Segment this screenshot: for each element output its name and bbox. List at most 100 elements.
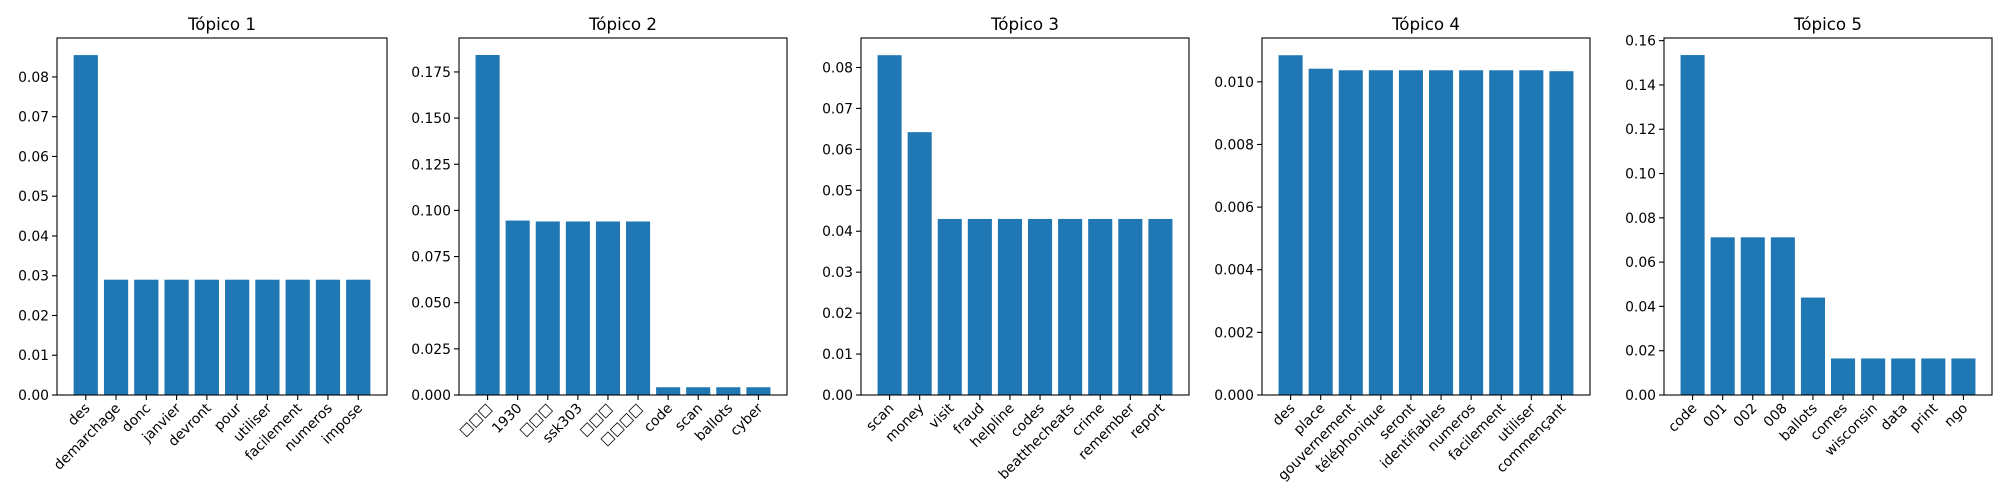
- bar-cyber: [746, 387, 771, 395]
- bar-des: [73, 55, 98, 396]
- x-tick-label: ngo: [1941, 401, 1971, 431]
- y-tick-label: 0.04: [822, 224, 853, 240]
- bar-devront: [194, 279, 219, 395]
- y-tick-label: 0.16: [1625, 34, 1656, 50]
- y-tick-label: 0.025: [411, 342, 451, 358]
- y-tick-label: 0.12: [1625, 122, 1656, 138]
- y-tick-label: 0.07: [822, 101, 853, 117]
- y-tick-label: 0.00: [18, 388, 49, 404]
- y-tick-label: 0.08: [822, 60, 853, 76]
- chart-title: Tópico 3: [990, 14, 1059, 34]
- bar-codes: [1028, 218, 1053, 395]
- axes-frame: [458, 37, 788, 396]
- bar-helpline: [997, 218, 1022, 395]
- bar-ballots: [716, 387, 741, 395]
- y-tick-label: 0.05: [822, 183, 853, 199]
- bar-commençant: [1549, 71, 1574, 395]
- y-tick-label: 0.000: [411, 388, 451, 404]
- bar-gouvernement: [1338, 70, 1363, 395]
- y-tick-label: 0.03: [822, 265, 853, 281]
- bar-facilement: [1489, 70, 1514, 395]
- bar-1930: [505, 220, 530, 395]
- x-tick-label: print: [1907, 400, 1942, 435]
- bar-crime: [1088, 218, 1113, 395]
- y-tick-label: 0.10: [1625, 167, 1656, 183]
- x-tick-label: cyber: [727, 400, 766, 439]
- bar-comes: [1831, 358, 1856, 395]
- y-tick-label: 0.100: [411, 203, 451, 219]
- x-tick-label: report: [1127, 400, 1169, 442]
- bar-remember: [1118, 218, 1143, 395]
- chart-panel-3: Tópico 3 0.00 0.01 0.02 0.03 0.04 0.05 0.06 0.07…: [822, 14, 1190, 483]
- y-tick-label: 0.008: [1214, 137, 1254, 153]
- y-tick-label: 0.06: [1625, 255, 1656, 271]
- bar-demarchage: [103, 279, 129, 395]
- bar-donc: [134, 279, 159, 395]
- bar-impose: [346, 279, 371, 395]
- y-tick-label: 0.08: [1625, 211, 1656, 227]
- axes-frame: [1261, 37, 1591, 396]
- bar-code: [1680, 55, 1705, 396]
- bar-□□□: [535, 221, 560, 395]
- bar-utiliser: [1519, 70, 1544, 395]
- chart-title: Tópico 2: [588, 14, 657, 34]
- bar-money: [907, 132, 932, 395]
- y-tick-label: 0.08: [18, 70, 49, 86]
- y-tick-label: 0.02: [18, 308, 49, 324]
- bar-001: [1710, 237, 1735, 395]
- y-tick-label: 0.04: [1625, 299, 1656, 315]
- bar-scan: [686, 387, 711, 395]
- bar-scan: [877, 55, 902, 395]
- bar-print: [1921, 358, 1946, 395]
- x-tick-label: 002: [1731, 401, 1761, 431]
- bar-fraud: [967, 218, 992, 395]
- bar-numeros: [1459, 70, 1484, 395]
- x-tick-label: code: [641, 401, 676, 436]
- bar-□□□: [475, 54, 500, 395]
- bar-code: [656, 387, 681, 395]
- axes-frame: [860, 37, 1190, 396]
- x-tick-label: data: [1878, 401, 1911, 434]
- y-tick-label: 0.006: [1214, 200, 1254, 216]
- y-tick-label: 0.03: [18, 269, 49, 285]
- chart-panel-5: Tópico 5 0.00 0.02 0.04 0.06 0.08 0.10 0.12 0.14…: [1625, 14, 1993, 459]
- bar-seront: [1398, 70, 1423, 395]
- bar-place: [1308, 68, 1333, 395]
- bar-identifiables: [1429, 70, 1454, 395]
- x-tick-label: code: [1665, 401, 1700, 436]
- bar-□□□□: [626, 221, 651, 395]
- bar-wisconsin: [1861, 358, 1886, 395]
- bar-pour: [225, 279, 250, 395]
- y-tick-label: 0.07: [18, 110, 49, 126]
- bar-visit: [937, 218, 962, 395]
- y-tick-label: 0.002: [1214, 325, 1254, 341]
- chart-title: Tópico 4: [1391, 14, 1460, 34]
- chart-title: Tópico 5: [1793, 14, 1862, 34]
- chart-panel-2: Tópico 2 0.000 0.025 0.050 0.075 0.100 0.125 0.…: [411, 14, 788, 449]
- bar-utiliser: [255, 279, 280, 395]
- y-tick-label: 0.01: [822, 347, 853, 363]
- bar-data: [1891, 358, 1916, 395]
- y-tick-label: 0.004: [1214, 263, 1254, 279]
- y-tick-label: 0.050: [411, 296, 451, 312]
- bar-002: [1740, 237, 1765, 395]
- bar-ngo: [1951, 358, 1976, 395]
- chart-panel-1: Tópico 1 0.00 0.01 0.02 0.03 0.04 0.05 0.06 0.07…: [18, 14, 388, 473]
- bar-janvier: [164, 279, 189, 395]
- bar-numeros: [315, 279, 341, 395]
- bar-beatthecheats: [1058, 218, 1083, 395]
- y-tick-label: 0.05: [18, 189, 49, 205]
- y-tick-label: 0.010: [1214, 75, 1254, 91]
- y-tick-label: 0.150: [411, 111, 451, 127]
- y-tick-label: 0.04: [18, 229, 49, 245]
- bar-facilement: [285, 279, 310, 395]
- y-tick-label: 0.02: [1625, 344, 1656, 360]
- y-tick-label: 0.06: [822, 142, 853, 158]
- chart-panel-4: Tópico 40.0000.0020.0040.0060.0080.010de…: [1214, 14, 1591, 484]
- bar-téléphonique: [1368, 70, 1393, 395]
- bar-ssk303: [565, 221, 590, 395]
- x-tick-label: 001: [1700, 401, 1730, 431]
- axes-frame: [56, 37, 388, 396]
- y-tick-label: 0.01: [18, 348, 49, 364]
